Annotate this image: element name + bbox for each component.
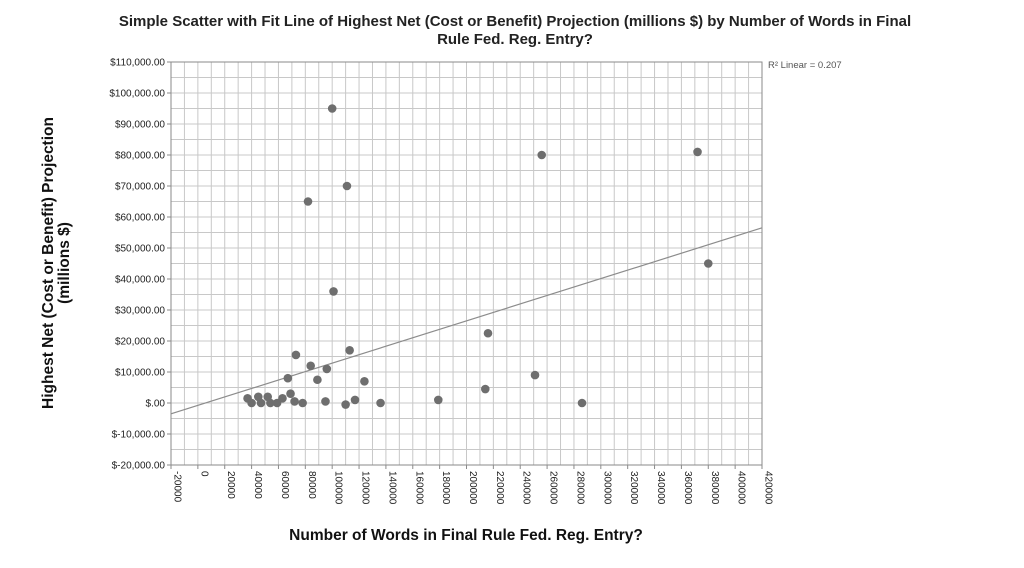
- scatter-point: [266, 398, 275, 408]
- linear-fit-line: [170, 227, 763, 415]
- x-tick-label: 200000: [467, 471, 478, 505]
- y-tick-label: $10,000.00: [115, 368, 165, 379]
- scatter-point: [433, 395, 443, 405]
- x-tick-label: 40000: [252, 471, 263, 499]
- y-tick-labels: $-20,000.00 $-10,000.00 $.00 $10,000.00 $20,…: [109, 58, 171, 472]
- scatter-point: [376, 398, 385, 408]
- scatter-point: [306, 361, 315, 371]
- scatter-point: [345, 346, 354, 355]
- chart-title-line-2: Rule Fed. Reg. Entry?: [437, 31, 593, 48]
- x-tick-labels: -20000 0 20000 40000 60000 80000 100000 120000 1…: [170, 465, 774, 505]
- x-tick-label: 340000: [655, 471, 666, 505]
- data-points: [243, 104, 713, 409]
- x-tick-label: 80000: [306, 471, 317, 499]
- scatter-point: [530, 370, 540, 380]
- scatter-point: [290, 397, 299, 406]
- x-tick-label: 320000: [628, 471, 639, 505]
- x-tick-label: -20000: [172, 471, 183, 503]
- scatter-point: [577, 398, 587, 408]
- x-tick-label: 420000: [763, 471, 774, 505]
- chart-title-line-1: Simple Scatter with Fit Line of Highest …: [119, 13, 911, 30]
- scatter-point: [342, 181, 352, 191]
- scatter-point: [283, 373, 293, 383]
- scatter-point: [298, 398, 307, 408]
- x-tick-label: 100000: [333, 471, 344, 505]
- x-tick-label: 280000: [574, 471, 585, 505]
- scatter-point: [313, 375, 322, 385]
- x-tick-label: 0: [198, 471, 209, 477]
- x-tick-label: 120000: [360, 471, 371, 505]
- scatter-point: [341, 400, 350, 409]
- scatter-point: [693, 147, 702, 157]
- x-tick-label: 360000: [682, 471, 693, 505]
- y-tick-label: $-10,000.00: [112, 430, 166, 441]
- y-axis-title-line-2: (millions $): [56, 222, 73, 304]
- y-tick-label: $20,000.00: [115, 337, 165, 348]
- y-tick-label: $110,000.00: [110, 58, 165, 69]
- y-tick-label: $70,000.00: [115, 182, 165, 193]
- y-tick-label: $60,000.00: [115, 213, 165, 224]
- scatter-point: [327, 104, 337, 113]
- scatter-point: [322, 364, 332, 374]
- scatter-point: [321, 397, 330, 406]
- x-tick-label: 300000: [601, 471, 612, 505]
- x-tick-label: 140000: [386, 471, 397, 505]
- y-tick-label: $-20,000.00: [112, 461, 166, 472]
- scatter-point: [256, 398, 266, 408]
- scatter-point: [350, 395, 360, 405]
- y-tick-label: $30,000.00: [115, 306, 165, 317]
- scatter-point: [703, 259, 713, 268]
- y-tick-label: $.00: [146, 399, 166, 410]
- y-tick-label: $80,000.00: [115, 151, 165, 162]
- y-tick-label: $100,000.00: [109, 89, 165, 100]
- fit-line-group: [170, 227, 763, 415]
- y-tick-label: $50,000.00: [115, 244, 165, 255]
- scatter-point: [286, 389, 295, 399]
- scatter-point: [247, 398, 256, 408]
- scatter-point: [537, 150, 547, 160]
- y-tick-label: $40,000.00: [115, 275, 165, 286]
- y-axis-title-line-1: Highest Net (Cost or Benefit) Projection: [40, 117, 57, 409]
- x-tick-label: 60000: [279, 471, 290, 499]
- scatter-point: [272, 398, 282, 408]
- x-tick-label: 220000: [494, 471, 505, 505]
- scatter-point: [481, 384, 490, 394]
- x-tick-label: 180000: [440, 471, 451, 505]
- y-tick-label: $90,000.00: [115, 120, 165, 131]
- x-tick-label: 400000: [736, 471, 747, 505]
- x-tick-label: 380000: [709, 471, 720, 505]
- x-tick-label: 240000: [521, 471, 532, 505]
- scatter-point: [303, 197, 313, 206]
- scatter-point: [483, 328, 493, 338]
- grid-lines: [170, 61, 763, 466]
- x-tick-label: 20000: [225, 471, 236, 499]
- x-axis-title: Number of Words in Final Rule Fed. Reg. …: [289, 527, 643, 544]
- r-squared-label: R² Linear = 0.207: [768, 60, 842, 71]
- scatter-point: [360, 377, 369, 386]
- x-tick-label: 260000: [548, 471, 559, 505]
- x-tick-label: 160000: [413, 471, 424, 505]
- scatter-point: [329, 287, 338, 296]
- scatter-point: [291, 350, 301, 360]
